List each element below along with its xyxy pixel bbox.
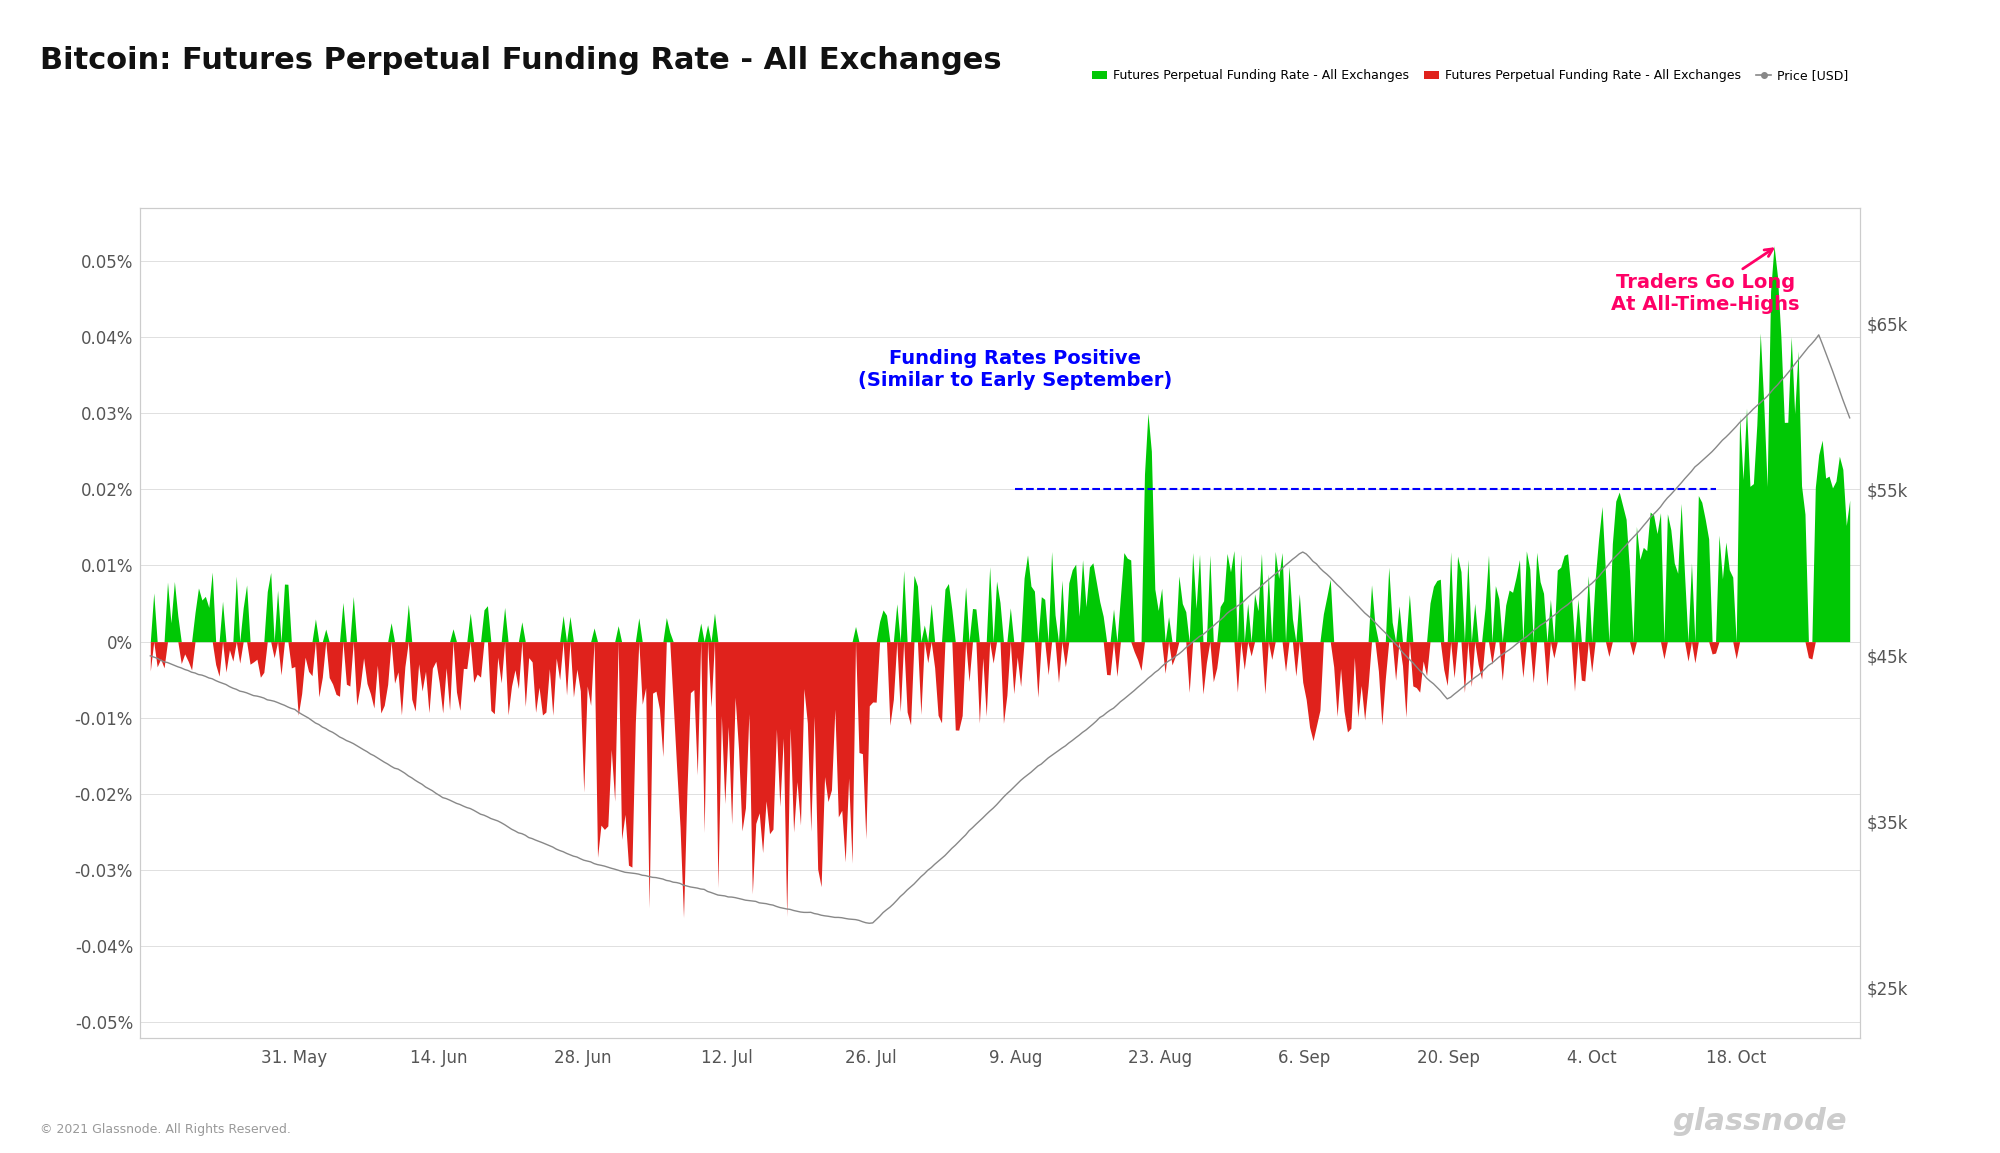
Text: Bitcoin: Futures Perpetual Funding Rate - All Exchanges: Bitcoin: Futures Perpetual Funding Rate … bbox=[40, 46, 1002, 75]
Text: © 2021 Glassnode. All Rights Reserved.: © 2021 Glassnode. All Rights Reserved. bbox=[40, 1123, 290, 1136]
Text: Traders Go Long
At All-Time-Highs: Traders Go Long At All-Time-Highs bbox=[1612, 249, 1800, 314]
Text: glassnode: glassnode bbox=[1672, 1107, 1848, 1136]
Text: Funding Rates Positive
(Similar to Early September): Funding Rates Positive (Similar to Early… bbox=[858, 349, 1172, 391]
Legend: Futures Perpetual Funding Rate - All Exchanges, Futures Perpetual Funding Rate -: Futures Perpetual Funding Rate - All Exc… bbox=[1086, 65, 1854, 88]
